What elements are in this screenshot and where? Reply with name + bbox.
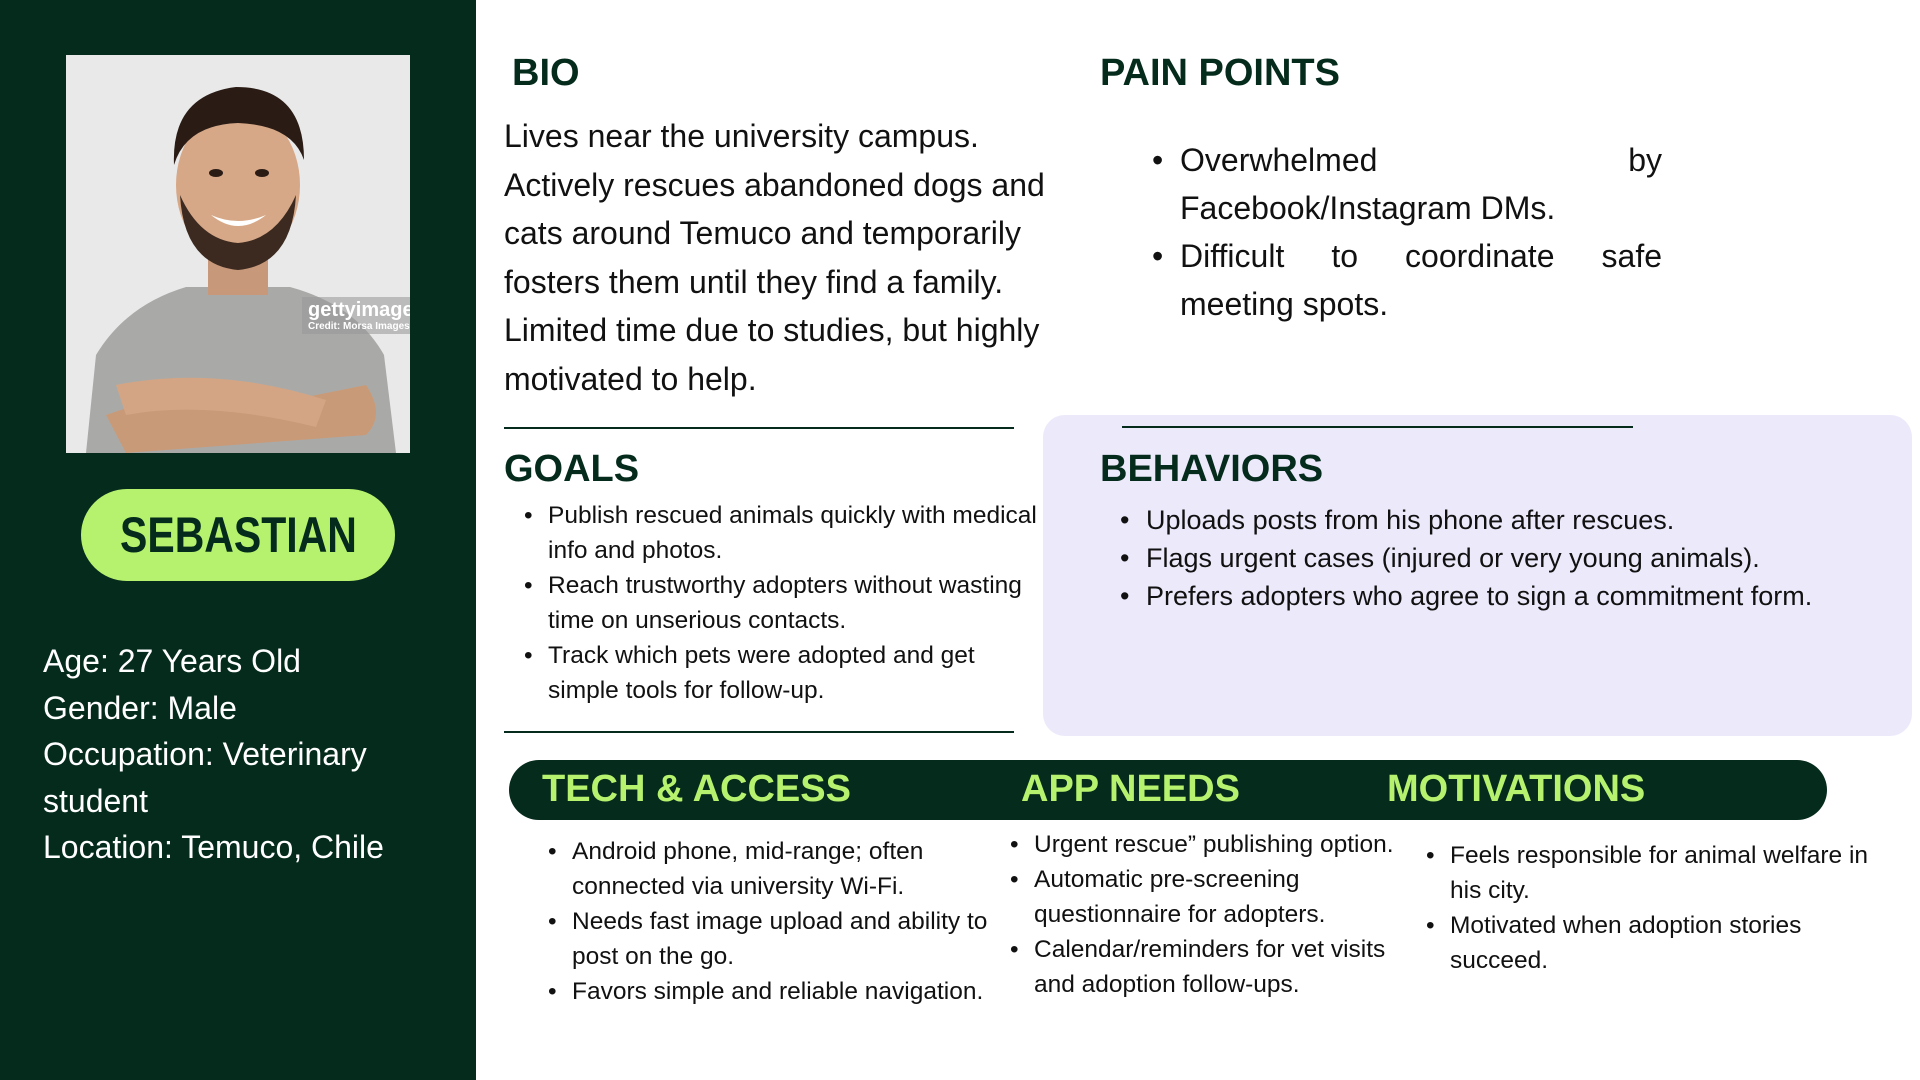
bio-text: Lives near the university campus. Active… [504,118,1045,397]
detail-occupation: Occupation: Veterinary student [43,736,367,819]
tech-access-list: Android phone, mid-range; often connecte… [548,834,992,1009]
list-item: Track which pets were adopted and get si… [524,638,1048,708]
list-item: Motivated when adoption stories succeed. [1426,908,1900,978]
persona-details: Age: 27 Years Old Gender: Male Occupatio… [43,638,463,871]
list-item: Publish rescued animals quickly with med… [524,498,1048,568]
app-needs-list: Urgent rescue” publishing option. Automa… [1010,827,1424,1002]
persona-photo: gettyimages Credit: Morsa Images [66,55,410,453]
photo-watermark: gettyimages Credit: Morsa Images [302,297,410,334]
motivations-list: Feels responsible for animal welfare in … [1426,838,1900,978]
persona-name: SEBASTIAN [119,507,357,563]
divider [504,427,1014,429]
list-item: Difficult to coordinate safe meeting spo… [1152,232,1662,328]
persona-name-badge: SEBASTIAN [81,489,395,581]
list-item: Reach trustworthy adopters without wasti… [524,568,1048,638]
detail-gender: Gender: Male [43,689,237,726]
detail-location: Location: Temuco, Chile [43,829,384,865]
list-item: Overwhelmed by Facebook/Instagram DMs. [1152,136,1662,232]
goals-list: Publish rescued animals quickly with med… [524,498,1048,708]
goals-heading: GOALS [504,448,640,490]
list-item: Android phone, mid-range; often connecte… [548,834,992,904]
list-item: Needs fast image upload and ability to p… [548,904,992,974]
persona-portrait-image [66,55,410,453]
app-needs-heading: APP NEEDS [1021,768,1240,810]
list-item: Favors simple and reliable navigation. [548,974,992,1009]
bio-heading: BIO [512,52,580,94]
behaviors-heading: BEHAVIORS [1100,448,1324,490]
section-band [509,760,1827,820]
persona-sidebar: gettyimages Credit: Morsa Images SEBASTI… [0,0,476,1080]
list-item: Flags urgent cases (injured or very youn… [1120,539,1906,577]
list-item: Urgent rescue” publishing option. [1010,827,1424,862]
list-item: Calendar/reminders for vet visits and ad… [1010,932,1424,1002]
pain-points-heading: PAIN POINTS [1100,52,1340,94]
tech-access-heading: TECH & ACCESS [542,768,851,810]
list-item: Automatic pre-screening questionnaire fo… [1010,862,1424,932]
list-item: Prefers adopters who agree to sign a com… [1120,577,1906,615]
pain-points-list: Overwhelmed by Facebook/Instagram DMs. D… [1150,136,1662,328]
list-item: Feels responsible for animal welfare in … [1426,838,1900,908]
list-item: Uploads posts from his phone after rescu… [1120,501,1906,539]
detail-age: Age: 27 Years Old [43,643,301,679]
divider [504,731,1014,733]
behaviors-list: Uploads posts from his phone after rescu… [1120,501,1906,615]
motivations-heading: MOTIVATIONS [1387,768,1646,810]
divider [1122,426,1633,428]
